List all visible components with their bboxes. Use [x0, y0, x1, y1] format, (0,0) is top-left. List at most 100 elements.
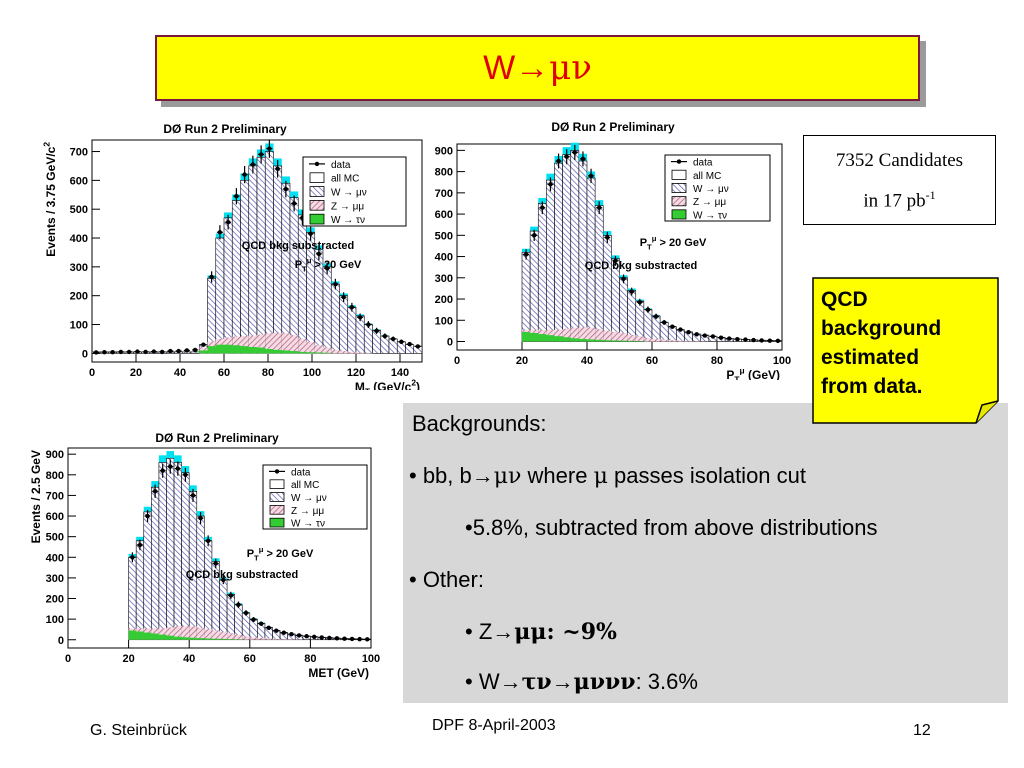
pt-data-point	[571, 144, 578, 161]
pt-zmumu-bar	[611, 331, 620, 342]
met-data-point	[265, 625, 272, 630]
met-legend-swatch	[269, 479, 285, 489]
mt-wtaunu-bar	[215, 344, 224, 354]
pt-data-point	[604, 231, 611, 244]
met-mc-bar	[181, 472, 190, 641]
pt-data-point	[669, 324, 676, 329]
mt-wtaunu-bar	[248, 347, 257, 354]
met-mc-bar	[128, 556, 137, 641]
mt-zmumu-bar	[248, 335, 257, 354]
mt-legend-label: W → τν	[331, 215, 365, 226]
pt-data-point	[701, 333, 708, 338]
pt-legend-label: W → μν	[693, 184, 729, 195]
met-data-point	[189, 488, 196, 502]
pt-data-point	[620, 274, 627, 284]
mt-data-point	[192, 347, 199, 353]
mt-data-point	[208, 271, 215, 283]
met-data-point	[212, 558, 219, 569]
pt-mc-bar	[651, 315, 661, 342]
pt-data-point	[588, 168, 595, 183]
mt-mc-bar	[281, 182, 291, 354]
mt-xtick-label: 40	[174, 367, 186, 379]
pt-ytick-label: 300	[435, 273, 453, 285]
met-wtaunu-bar	[219, 638, 228, 640]
mt-zmumu-bar	[356, 352, 365, 354]
pt-data-point	[742, 337, 749, 342]
met-wtaunu-bar	[151, 633, 159, 640]
mt-data-point	[414, 344, 421, 349]
mt-wtaunu-bar	[290, 351, 299, 354]
met-data-point	[220, 575, 227, 585]
pt-data-point	[539, 201, 546, 215]
qcd-note-line-2: background	[821, 317, 941, 340]
pt-data-point	[718, 335, 725, 340]
mt-data-point	[324, 262, 331, 275]
met-mc-band	[166, 451, 175, 464]
pt-annotation: PT​μ​ > 20 GeV	[640, 234, 707, 251]
pt-wtaunu-bar	[530, 333, 539, 342]
candidates-box: 7352 Candidates in 17 pb-1	[803, 135, 996, 225]
met-wtaunu-bar	[128, 630, 137, 640]
pt-mc-bar	[635, 300, 645, 342]
mt-ytick-label: 600	[70, 175, 88, 187]
mt-wtaunu-bar	[265, 349, 274, 354]
met-wtaunu-bar	[227, 639, 235, 640]
met-xtick-label: 60	[244, 653, 256, 665]
mt-zmumu-bar	[257, 334, 266, 354]
mt-data-point	[159, 349, 166, 355]
met-legend-label: W → τν	[291, 519, 325, 530]
mt-mc-bar	[264, 151, 274, 354]
pt-zmumu-bar	[660, 339, 669, 342]
mt-data-point	[126, 349, 133, 355]
pt-mc-bar	[537, 203, 547, 342]
met-legend-swatch	[269, 492, 285, 502]
mt-data-point	[390, 336, 397, 342]
mt-data-point	[307, 226, 314, 241]
met-data-point	[318, 635, 325, 640]
mt-legend-swatch	[309, 172, 325, 183]
mt-zmumu-bar	[290, 335, 299, 354]
pt-legend-label: data	[693, 158, 713, 169]
pt-zmumu-bar	[619, 333, 628, 342]
mt-data-point	[291, 195, 298, 212]
mt-wtaunu-bar	[298, 351, 307, 354]
met-ytick-label: 100	[46, 614, 64, 626]
met-data-point	[159, 463, 166, 478]
pt-legend-label: W → τν	[693, 210, 727, 221]
mt-data-point	[233, 188, 240, 205]
pt-zmumu-bar	[603, 330, 612, 342]
met-zmumu-bar	[280, 639, 288, 640]
pt-legend-swatch	[671, 196, 687, 207]
met-wtaunu-bar	[196, 638, 205, 640]
mt-zmumu-bar	[265, 333, 274, 354]
met-legend-label: data	[291, 467, 311, 478]
pt-zmumu-bar	[578, 327, 587, 342]
pt-data-point	[579, 151, 586, 167]
mt-xtick-label: 100	[303, 367, 321, 379]
pt-data-point	[644, 306, 651, 313]
pt-wtaunu-bar	[538, 334, 547, 342]
plot-met-title: DØ Run 2 Preliminary	[155, 431, 279, 445]
met-ytick-label: 500	[46, 532, 64, 544]
mt-legend-swatch	[309, 200, 325, 211]
mt-wtaunu-bar	[257, 347, 266, 354]
pt-data-point	[636, 298, 643, 306]
mt-data-point	[216, 225, 223, 240]
mt-wtaunu-bar	[306, 352, 315, 354]
mt-legend-label: data	[331, 160, 351, 171]
met-annotation: PT​μ​ > 20 GeV	[247, 545, 314, 562]
pt-data-point	[596, 201, 603, 215]
met-ytick-label: 800	[46, 470, 64, 482]
footer-author: G. Steinbrück	[90, 722, 187, 739]
pt-legend-data-marker	[676, 159, 682, 164]
pt-zmumu-bar	[627, 334, 636, 342]
met-zmumu-bar	[249, 637, 258, 640]
mt-data-point	[373, 327, 380, 334]
pt-wtaunu-bar	[578, 338, 587, 342]
mt-data-point	[167, 348, 174, 354]
mt-wtaunu-bar	[281, 350, 290, 354]
mt-data-point	[340, 292, 347, 302]
mt-mc-bar	[347, 306, 357, 354]
met-legend-swatch	[269, 517, 285, 528]
plot-pt-title: DØ Run 2 Preliminary	[551, 120, 675, 134]
